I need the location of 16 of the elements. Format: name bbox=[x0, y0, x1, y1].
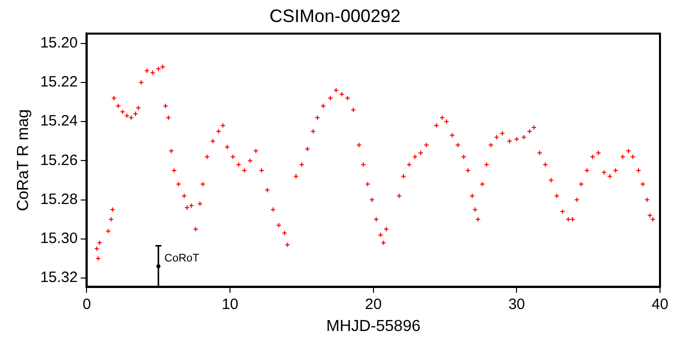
x-tick-label: 30 bbox=[508, 296, 526, 313]
annotation: CoRoT bbox=[164, 252, 200, 264]
x-axis-title: MHJD-55896 bbox=[326, 318, 421, 335]
y-tick-label: 15.22 bbox=[40, 74, 78, 91]
y-tick-label: 15.30 bbox=[40, 230, 78, 248]
x-tick-label: 10 bbox=[222, 296, 238, 313]
y-tick-label: 15.26 bbox=[40, 152, 78, 169]
chart-title: CSIMon-000292 bbox=[269, 6, 401, 26]
y-tick-label: 15.20 bbox=[40, 34, 78, 52]
y-tick-label: 15.24 bbox=[40, 112, 78, 130]
x-tick-label: 20 bbox=[365, 296, 382, 313]
x-tick-label: 0 bbox=[82, 296, 91, 313]
y-tick-label: 15.32 bbox=[40, 269, 78, 286]
y-tick-label: 15.28 bbox=[40, 190, 78, 208]
x-tick-label: 40 bbox=[652, 296, 668, 313]
y-axis-title: CoRaT R mag bbox=[15, 109, 32, 212]
